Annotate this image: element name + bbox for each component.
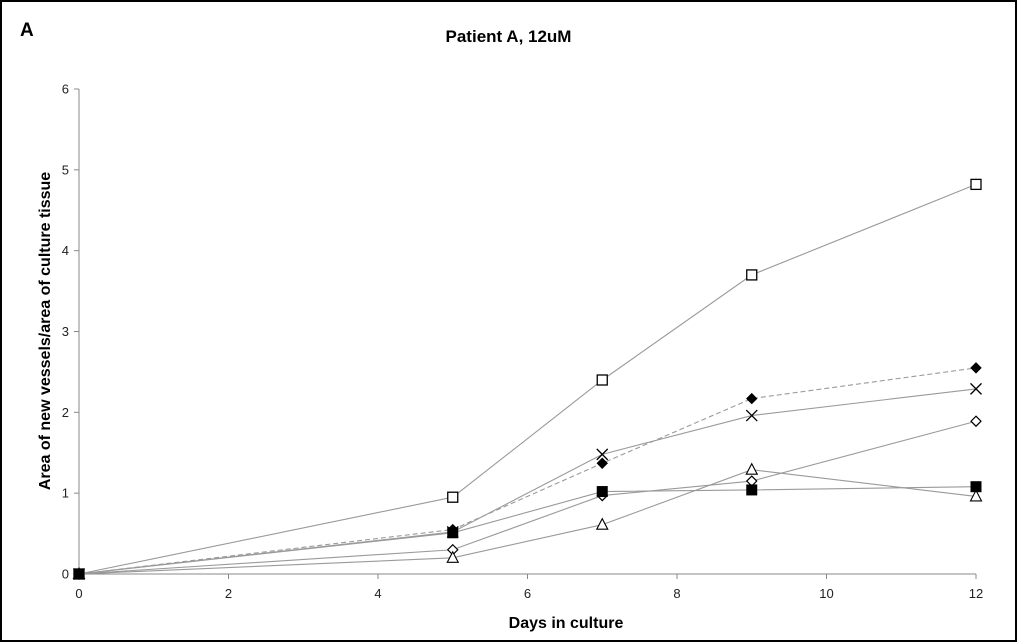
- series-3: [73, 382, 982, 580]
- data-point: [745, 409, 758, 422]
- y-tick-label: 5: [62, 162, 69, 177]
- data-point: [73, 568, 85, 580]
- x-tick-label: 10: [819, 586, 833, 601]
- series-line: [78, 420, 977, 575]
- data-point: [970, 178, 982, 191]
- series-6: [73, 481, 982, 580]
- series-line: [78, 183, 977, 575]
- y-tick-label: 1: [62, 486, 69, 501]
- data-point: [596, 486, 608, 498]
- y-tick-label: 4: [62, 243, 69, 258]
- series-4: [73, 415, 982, 580]
- y-tick-label: 6: [62, 82, 69, 97]
- x-tick-label: 6: [524, 586, 531, 601]
- y-axis-title: Area of new vessels/area of culture tiss…: [37, 172, 54, 490]
- chart-title: Patient A, 12uM: [445, 27, 572, 46]
- x-tick-label: 2: [225, 586, 232, 601]
- data-point: [596, 448, 609, 461]
- x-tick-label: 4: [374, 586, 381, 601]
- series-line: [78, 486, 977, 575]
- series-1: [73, 178, 982, 580]
- x-tick-label: 12: [969, 586, 983, 601]
- data-point: [970, 481, 982, 493]
- data-point: [969, 489, 983, 502]
- y-tick-label: 0: [62, 567, 69, 582]
- data-point: [970, 382, 982, 395]
- x-tick-label: 8: [673, 586, 680, 601]
- x-axis-title: Days in culture: [509, 615, 624, 632]
- data-point: [746, 269, 758, 281]
- data-point: [595, 517, 609, 530]
- series-line: [78, 367, 977, 575]
- data-point: [446, 550, 460, 563]
- series-layer: [72, 178, 983, 580]
- data-point: [447, 527, 459, 539]
- x-tick-label: 0: [75, 586, 82, 601]
- panel-label: A: [20, 20, 34, 41]
- y-tick-label: 2: [62, 405, 69, 420]
- data-point: [596, 457, 608, 469]
- data-point: [596, 374, 608, 386]
- data-point: [746, 392, 758, 405]
- y-tick-label: 3: [62, 324, 69, 339]
- series-5: [72, 462, 983, 580]
- data-point: [970, 362, 982, 374]
- data-point: [970, 415, 982, 428]
- data-point: [746, 484, 758, 496]
- data-point: [447, 491, 459, 503]
- data-point: [745, 462, 759, 475]
